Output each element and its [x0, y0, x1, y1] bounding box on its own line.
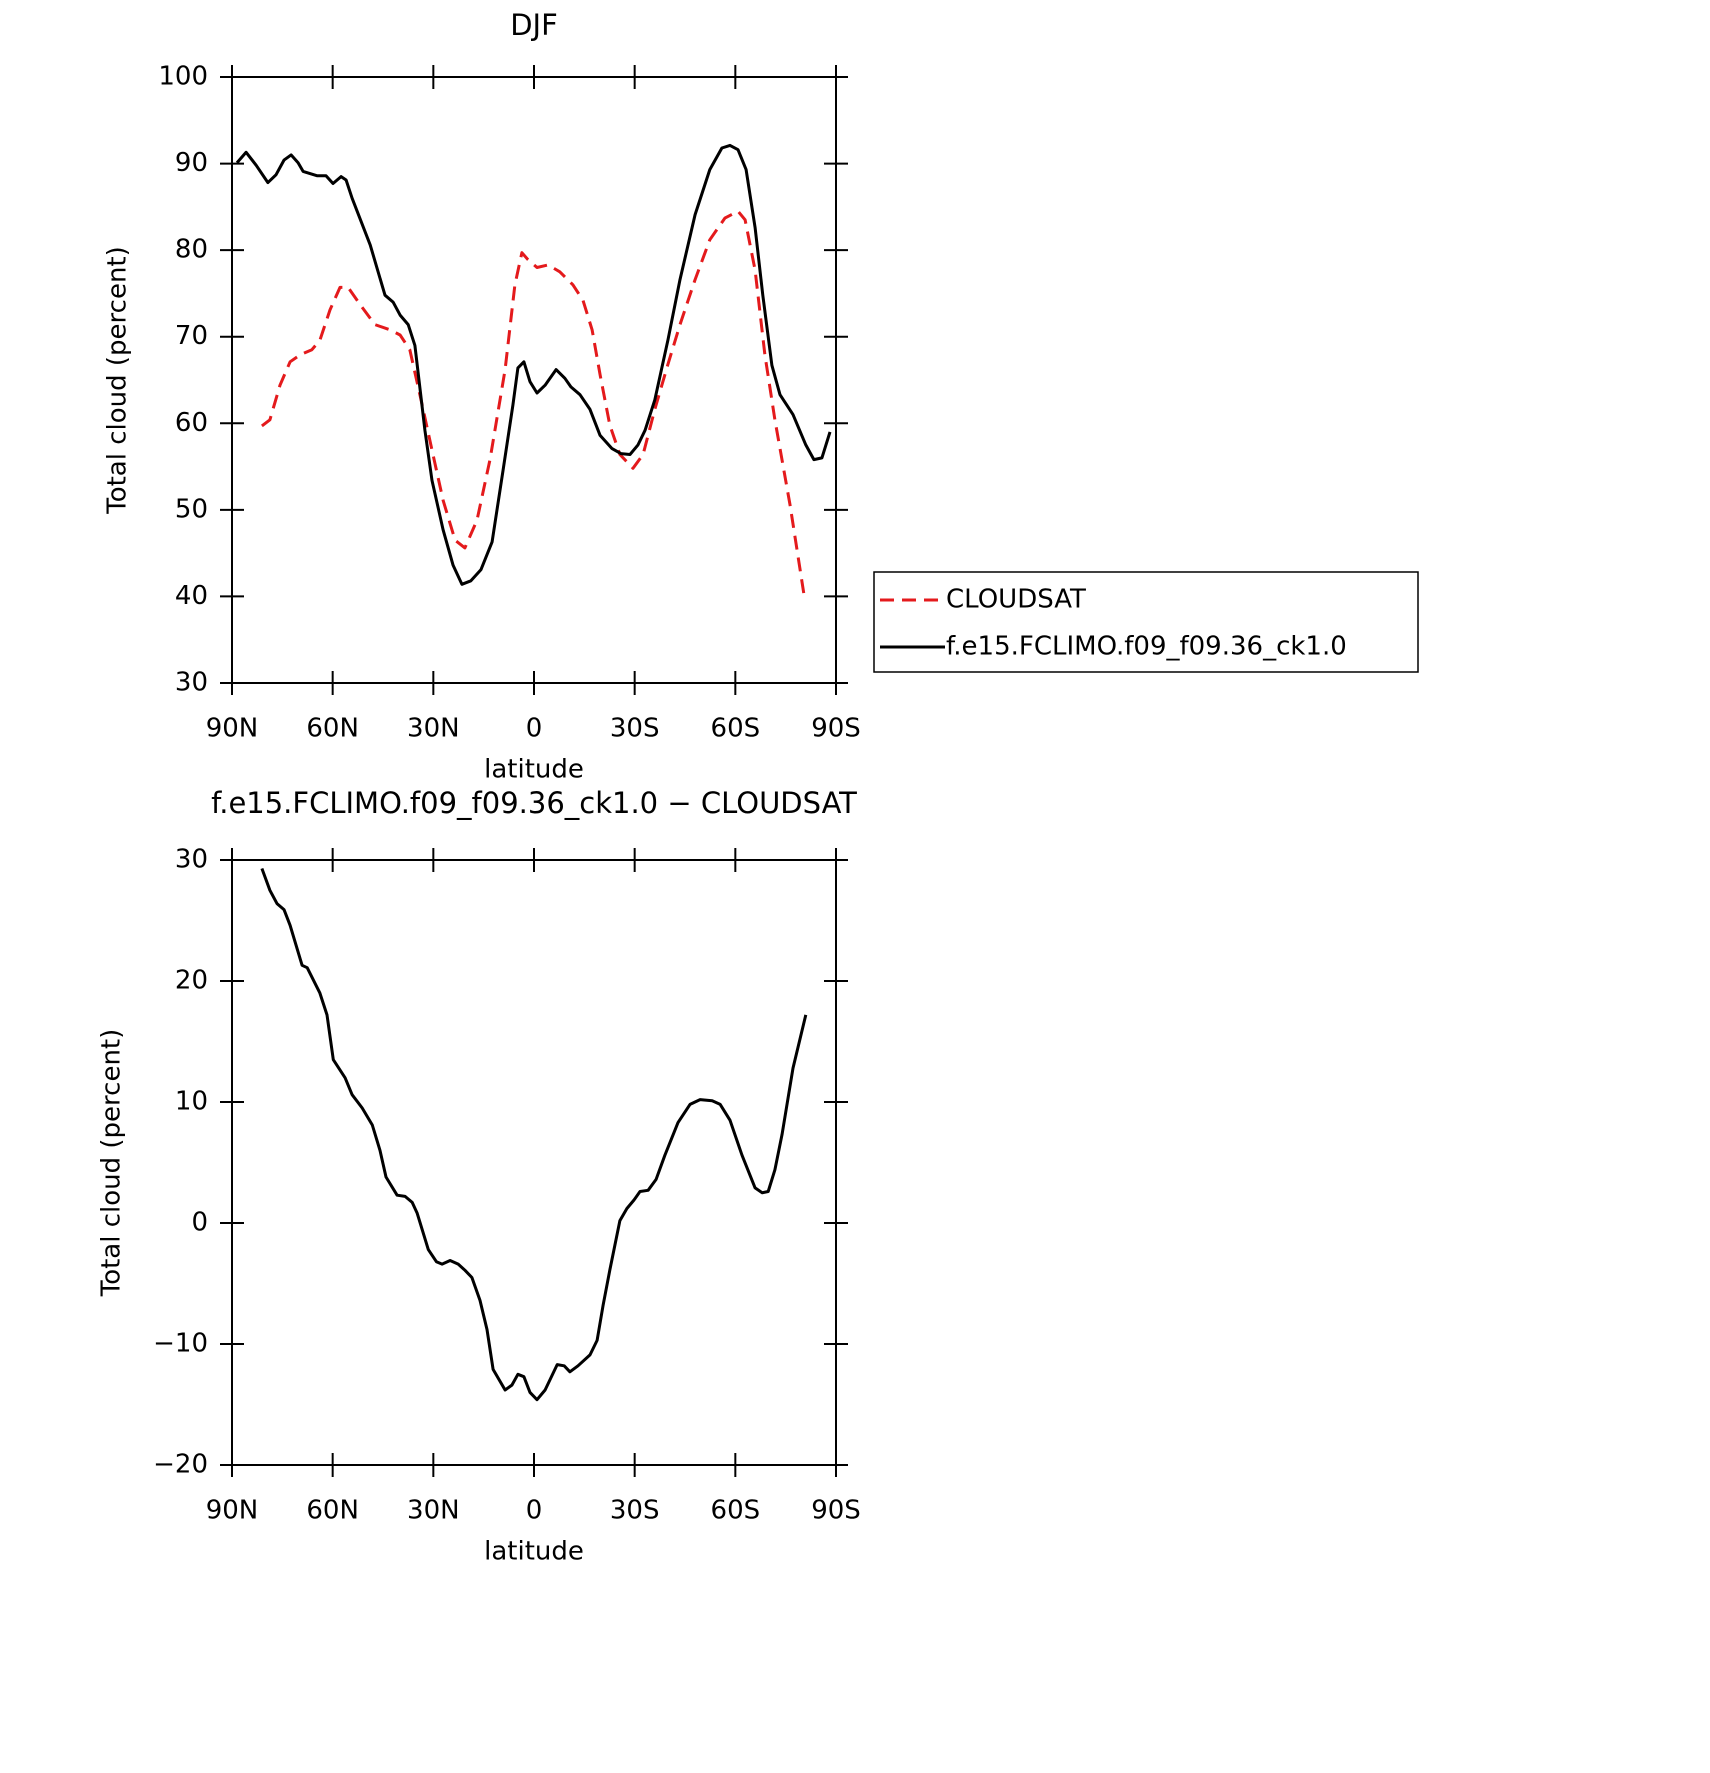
y-axis-label: Total cloud (percent) [103, 246, 133, 515]
legend-label: f.e15.FCLIMO.f09_f09.36_ck1.0 [946, 632, 1347, 662]
x-tick-label: 0 [526, 1496, 543, 1526]
x-tick-label: 60S [711, 714, 761, 744]
x-tick-label: 60N [306, 1496, 359, 1526]
legend-label: CLOUDSAT [946, 585, 1086, 615]
y-tick-label: −20 [153, 1450, 208, 1480]
y-tick-label: 20 [175, 966, 208, 996]
y-tick-label: 70 [175, 321, 208, 351]
x-axis-label: latitude [484, 755, 584, 785]
y-tick-label: 90 [175, 148, 208, 178]
x-axis-label: latitude [484, 1537, 584, 1567]
y-tick-label: 0 [191, 1208, 208, 1238]
x-tick-label: 60N [306, 714, 359, 744]
x-tick-label: 0 [526, 714, 543, 744]
chart-title: f.e15.FCLIMO.f09_f09.36_ck1.0 − CLOUDSAT [211, 786, 857, 820]
y-tick-label: 40 [175, 581, 208, 611]
data-line [235, 143, 832, 586]
x-tick-label: 90N [206, 714, 259, 744]
y-tick-label: 30 [175, 668, 208, 698]
data-line [260, 867, 808, 1402]
y-tick-label: 80 [175, 235, 208, 265]
x-tick-label: 30N [407, 1496, 460, 1526]
y-tick-label: −10 [153, 1329, 208, 1359]
y-tick-label: 10 [175, 1087, 208, 1117]
y-tick-label: 30 [175, 845, 208, 875]
x-tick-label: 30N [407, 714, 460, 744]
y-tick-label: 60 [175, 408, 208, 438]
x-tick-label: 30S [610, 714, 660, 744]
y-tick-label: 100 [158, 62, 208, 92]
y-axis-label: Total cloud (percent) [97, 1029, 127, 1298]
x-tick-label: 30S [610, 1496, 660, 1526]
x-tick-label: 90S [811, 714, 861, 744]
x-tick-label: 90N [206, 1496, 259, 1526]
y-tick-label: 50 [175, 494, 208, 524]
legend-box [873, 571, 1419, 673]
chart-title: DJF [510, 8, 558, 42]
x-tick-label: 60S [711, 1496, 761, 1526]
x-tick-label: 90S [811, 1496, 861, 1526]
data-line [260, 209, 807, 601]
